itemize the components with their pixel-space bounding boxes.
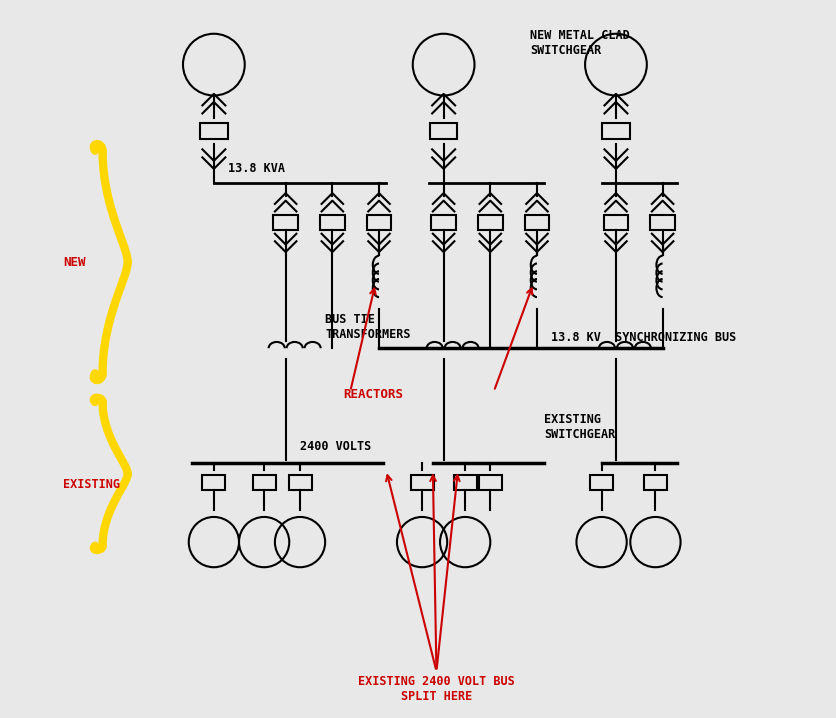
Bar [202,475,225,490]
Bar [366,215,390,230]
Bar [603,215,627,230]
Text: REACTORS: REACTORS [343,388,403,401]
Bar [650,215,674,230]
Text: 2400 VOLTS: 2400 VOLTS [299,440,371,453]
Bar [589,475,612,490]
Bar [524,215,548,230]
Bar [453,475,476,490]
Bar [430,123,456,139]
Bar [477,215,502,230]
Bar [410,475,433,490]
Bar [602,123,629,139]
Bar [643,475,666,490]
Text: NEW METAL CLAD
SWITCHGEAR: NEW METAL CLAD SWITCHGEAR [529,29,629,57]
Bar [431,215,456,230]
Text: NEW: NEW [63,256,85,269]
Text: EXISTING
SWITCHGEAR: EXISTING SWITCHGEAR [543,414,614,441]
Text: 13.8 KVA: 13.8 KVA [228,162,285,175]
Bar [288,475,311,490]
Bar [319,215,344,230]
Bar [200,123,227,139]
Text: EXISTING 2400 VOLT BUS
SPLIT HERE: EXISTING 2400 VOLT BUS SPLIT HERE [358,676,514,703]
Bar [478,475,502,490]
Text: EXISTING: EXISTING [63,478,120,491]
Text: BUS TIE
TRANSFORMERS: BUS TIE TRANSFORMERS [324,313,410,340]
Bar [273,215,298,230]
Text: 13.8 KV  SYNCHRONIZING BUS: 13.8 KV SYNCHRONIZING BUS [551,331,736,344]
Bar [252,475,275,490]
